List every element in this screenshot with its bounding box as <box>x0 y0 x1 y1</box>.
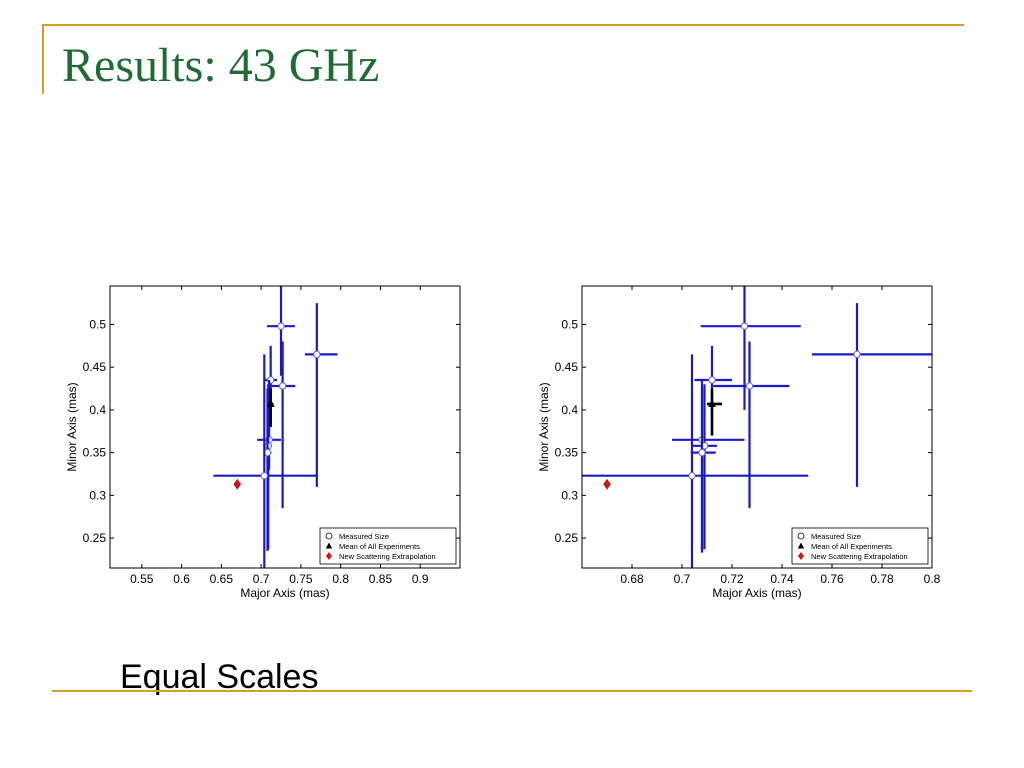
x-axis-label: Major Axis (mas) <box>240 586 329 600</box>
slide-caption: Equal Scales <box>120 658 319 696</box>
x-tick-label-0: 0.55 <box>130 572 154 586</box>
bottom-rule <box>52 690 972 692</box>
x-tick-label-6: 0.8 <box>924 572 941 586</box>
x-tick-label-2: 0.65 <box>210 572 234 586</box>
x-tick-label-3: 0.7 <box>253 572 270 586</box>
measured-size-point-3 <box>745 382 754 390</box>
x-tick-label-3: 0.74 <box>770 572 794 586</box>
legend-label-2: New Scattering Extrapolation <box>811 552 908 561</box>
legend-label-0: Measured Size <box>811 532 861 541</box>
plot-marks <box>213 286 338 568</box>
plot-marks <box>582 286 932 568</box>
measured-size-point-7 <box>260 472 269 480</box>
y-axis-label: Minor Axis (mas) <box>65 382 79 471</box>
new-scattering-extrapolation-point-0 <box>233 478 242 490</box>
y-tick-label-1: 0.3 <box>89 488 106 502</box>
x-tick-label-6: 0.85 <box>369 572 393 586</box>
x-axis-label: Major Axis (mas) <box>712 586 801 600</box>
legend-marker-measured-size-icon <box>797 532 805 540</box>
measured-size-point-1 <box>313 350 321 359</box>
legend-marker-mean-icon <box>325 542 333 549</box>
measured-size-point-2 <box>708 376 716 384</box>
y-tick-label-3: 0.4 <box>561 403 578 417</box>
measured-size-point-1 <box>853 350 861 359</box>
mean-of-all-experiments-point-0 <box>708 399 716 407</box>
y-tick-label-2: 0.35 <box>555 446 579 460</box>
slide-title: Results: 43 GHz <box>62 39 380 92</box>
legend-marker-measured-size-icon <box>325 532 333 540</box>
legend-box <box>791 527 929 565</box>
chart-zoomed-scale-svg: 0.68 0.7 0.72 0.74 0.76 0.78 0.8 0.25 0.3 0.35 0.4… <box>537 285 941 600</box>
new-scattering-extrapolation-point-0 <box>603 478 611 490</box>
legend-label-1: Mean of All Experiments <box>811 542 892 551</box>
y-tick-label-0: 0.25 <box>555 531 579 545</box>
y-tick-label-2: 0.35 <box>83 446 107 460</box>
y-tick-label-0: 0.25 <box>83 531 107 545</box>
x-tick-label-0: 0.68 <box>620 572 644 586</box>
x-tick-label-1: 0.7 <box>674 572 691 586</box>
y-axis-label: Minor Axis (mas) <box>537 382 551 471</box>
chart-equal-scale-svg: 0.55 0.6 0.65 0.7 0.75 0.8 0.85 0.9 0.25 0.3 0.35 0… <box>65 285 461 600</box>
x-tick-label-1: 0.6 <box>173 572 190 586</box>
measured-size-point-7 <box>688 472 696 480</box>
legend-label-1: Mean of All Experiments <box>339 542 420 551</box>
top-rule <box>42 24 964 26</box>
plot-frame <box>109 285 461 569</box>
y-tick-label-4: 0.45 <box>83 360 107 374</box>
side-rule <box>42 24 44 94</box>
x-tick-label-7: 0.9 <box>412 572 429 586</box>
measured-size-point-0 <box>740 322 749 330</box>
legend-label-2: New Scattering Extrapolation <box>339 552 436 561</box>
legend-marker-extrapolation-icon <box>326 552 332 560</box>
y-tick-label-4: 0.45 <box>555 360 579 374</box>
chart-zoomed-scale: 0.68 0.7 0.72 0.74 0.76 0.78 0.8 0.25 0.3 0.35 0.4… <box>528 278 944 614</box>
legend-marker-extrapolation-icon <box>798 552 804 560</box>
y-tick-label-1: 0.3 <box>561 488 578 502</box>
legend-box <box>319 527 457 565</box>
measured-size-point-3 <box>278 382 287 390</box>
y-tick-label-3: 0.4 <box>89 403 106 417</box>
x-tick-label-5: 0.8 <box>332 572 349 586</box>
chart-equal-scale: 0.55 0.6 0.65 0.7 0.75 0.8 0.85 0.9 0.25 0.3 0.35 0… <box>56 278 472 614</box>
measured-size-point-6 <box>698 448 706 457</box>
x-tick-label-5: 0.78 <box>870 572 894 586</box>
plot-frame <box>581 285 933 569</box>
x-tick-label-2: 0.72 <box>720 572 744 586</box>
x-tick-label-4: 0.76 <box>820 572 844 586</box>
x-tick-label-4: 0.75 <box>289 572 313 586</box>
measured-size-point-0 <box>277 322 285 330</box>
mean-of-all-experiments-point-0 <box>266 399 275 407</box>
plot-area <box>582 286 932 568</box>
y-tick-label-5: 0.5 <box>89 317 106 331</box>
legend-marker-mean-icon <box>797 542 805 549</box>
plot-area <box>110 286 460 568</box>
legend-label-0: Measured Size <box>339 532 389 541</box>
y-tick-label-5: 0.5 <box>561 317 578 331</box>
